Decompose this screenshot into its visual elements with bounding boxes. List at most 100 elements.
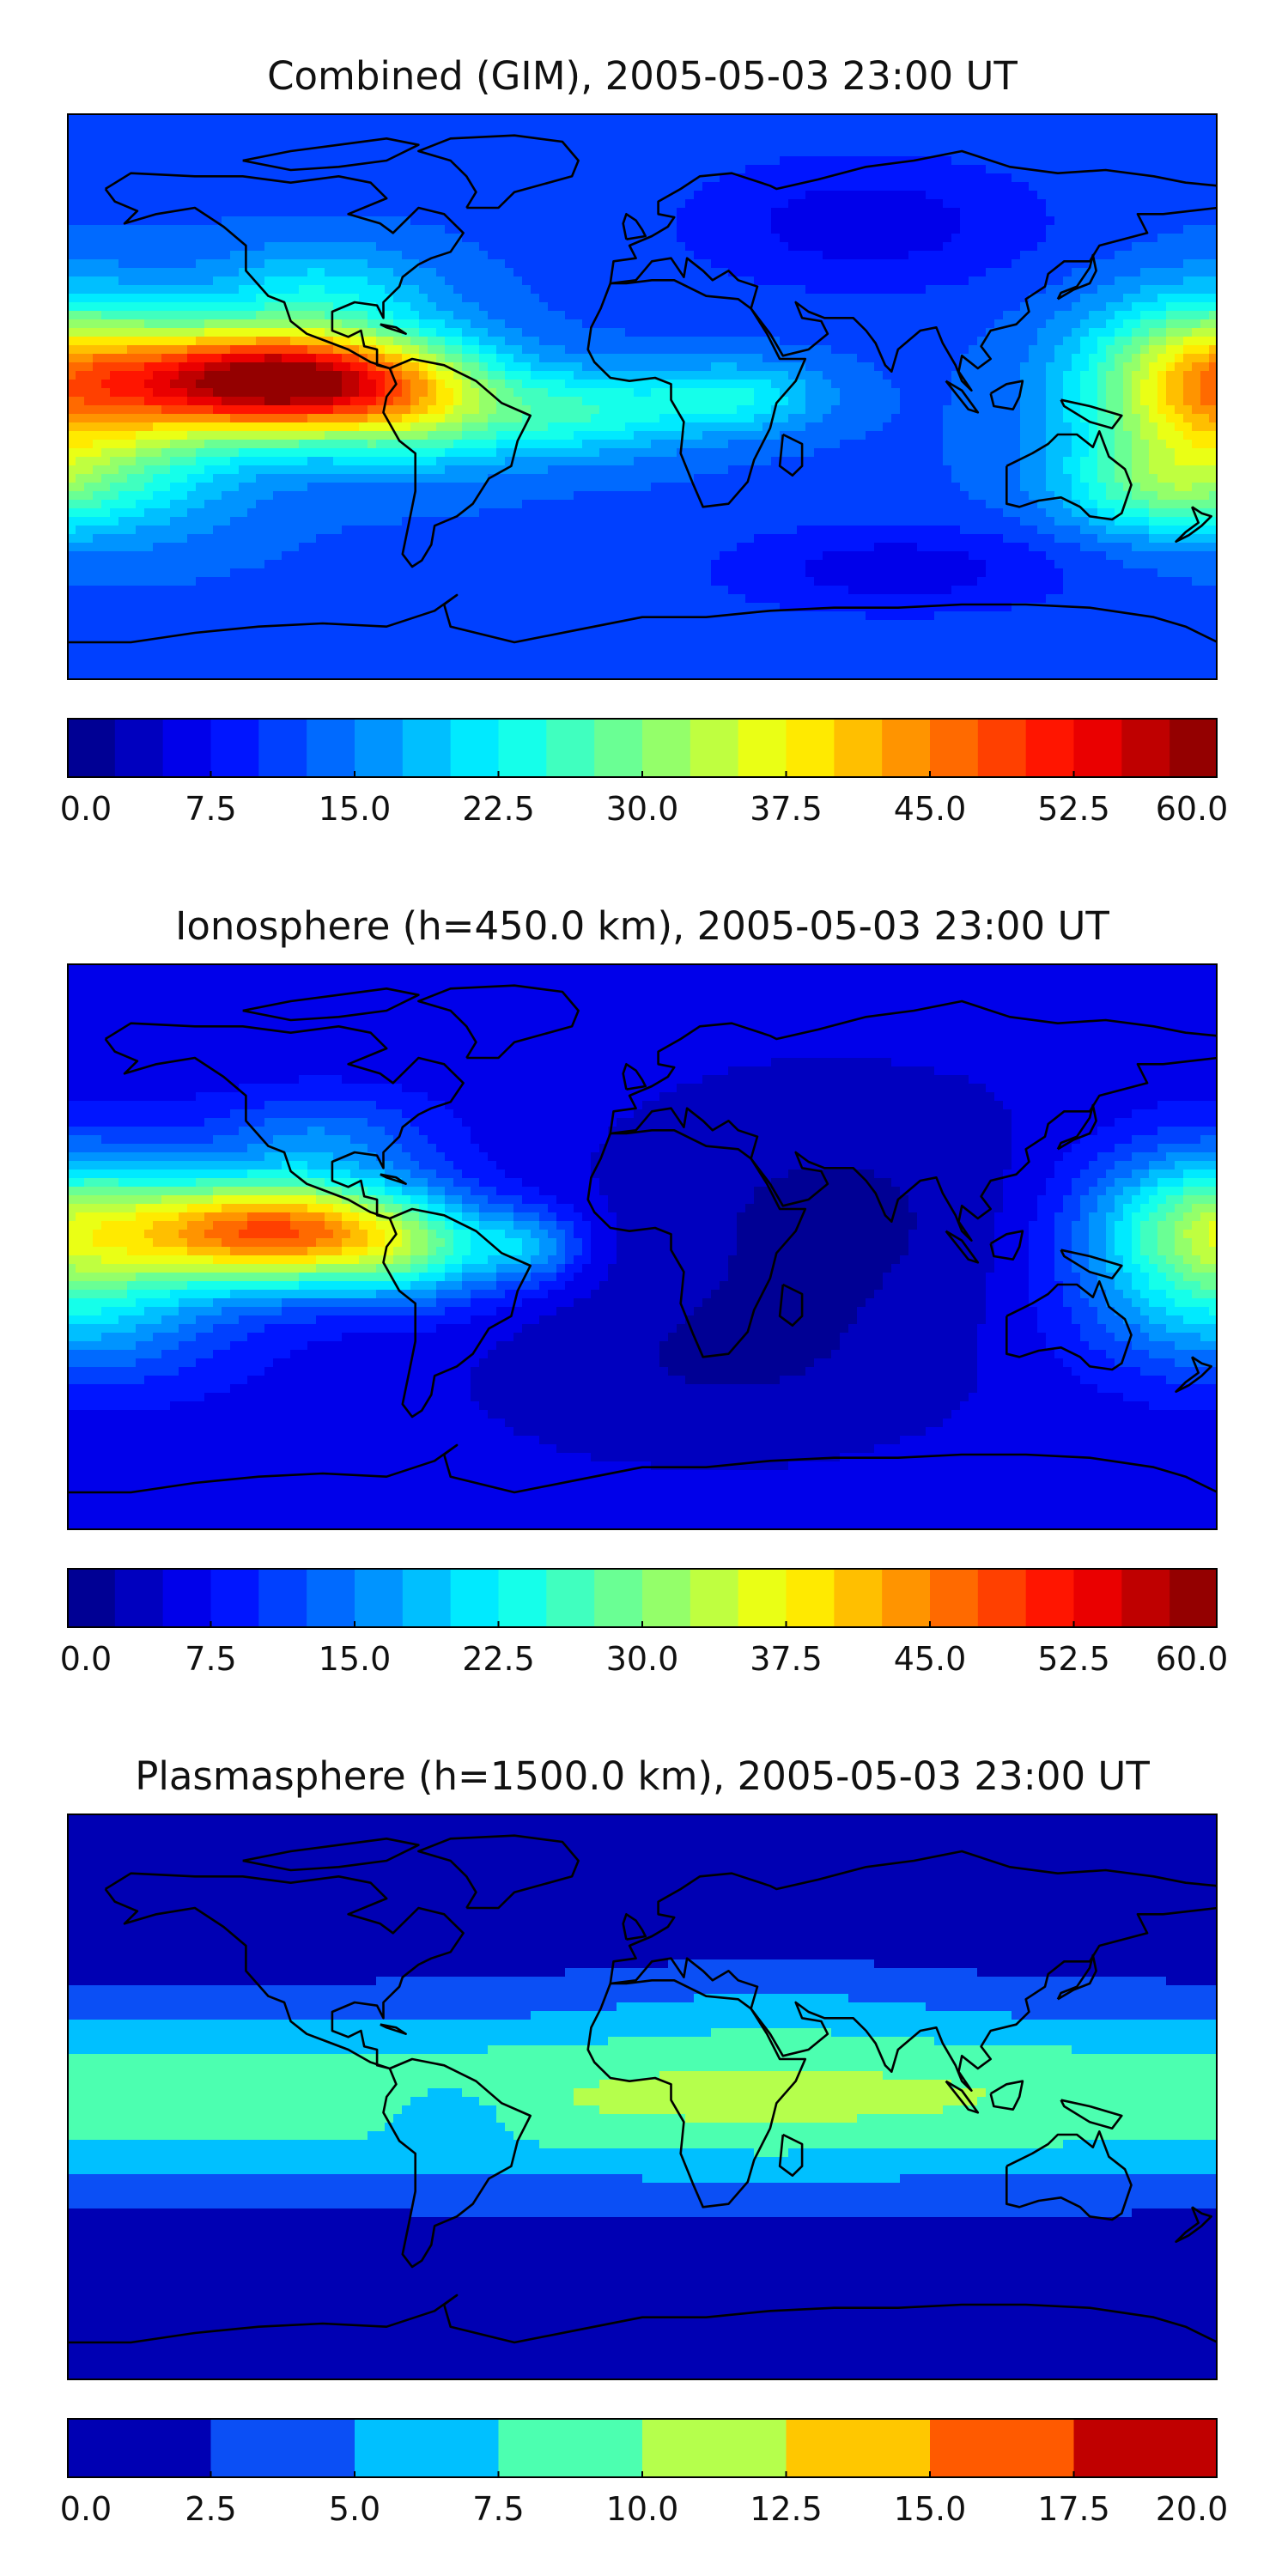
colorbar-segment-18 (930, 718, 979, 778)
coastline-1 (382, 2057, 532, 2269)
coastline-6 (417, 1834, 580, 1910)
coastline-4 (1005, 1279, 1133, 1371)
colorbar-segment-6 (930, 2418, 1075, 2478)
coastline-9 (945, 1230, 980, 1264)
colorbar-tick-label: 12.5 (750, 2490, 823, 2528)
colorbar-tick-label: 17.5 (1037, 2490, 1110, 2528)
colorbar-tick-label: 22.5 (462, 1640, 535, 1678)
coastline-15 (242, 1837, 420, 1872)
colorbar-segment-22 (1121, 1568, 1170, 1628)
colorbar-segment-17 (882, 718, 931, 778)
coastline-7 (622, 213, 647, 240)
coastline-8 (1056, 253, 1097, 301)
coastline-15 (242, 137, 420, 172)
coastline-8 (1056, 1103, 1097, 1151)
coastline-7 (622, 1913, 647, 1941)
colorbar-segment-20 (1025, 1568, 1075, 1628)
colorbar-segment-13 (690, 1568, 739, 1628)
coastline-3 (609, 999, 1218, 1242)
colorbar-segment-12 (642, 1568, 691, 1628)
colorbar-segment-2 (162, 1568, 212, 1628)
coastline-6 (417, 984, 580, 1060)
map-ionosphere (67, 963, 1218, 1530)
map-canvas-ionosphere (67, 963, 1218, 1530)
colorbar-segment-20 (1025, 718, 1075, 778)
colorbar-segment-0 (67, 1568, 116, 1628)
colorbar-segment-8 (450, 718, 500, 778)
colorbar-plasmasphere (67, 2418, 1218, 2478)
colorbar-tick-label: 37.5 (750, 1640, 823, 1678)
colorbar-segment-0 (67, 718, 116, 778)
colorbar-segment-7 (402, 718, 452, 778)
colorbar-segment-22 (1121, 718, 1170, 778)
colorbar-segment-15 (786, 718, 835, 778)
colorbar-segment-19 (977, 718, 1027, 778)
coastline-14 (1175, 506, 1212, 544)
coastline-10 (989, 1230, 1024, 1261)
colorbar-segment-1 (114, 1568, 164, 1628)
colorbar-tick-label: 45.0 (894, 790, 967, 828)
coastline-8 (1056, 1953, 1097, 2001)
coastline-9 (945, 380, 980, 414)
colorbar-segment-1 (210, 2418, 355, 2478)
colorbar-segment-21 (1073, 1568, 1123, 1628)
colorbar-tick-label: 22.5 (462, 790, 535, 828)
colorbar-segment-4 (642, 2418, 787, 2478)
coastline-1 (382, 1207, 532, 1419)
colorbar-tick-label: 30.0 (606, 790, 679, 828)
panel-title-combined: Combined (GIM), 2005-05-03 23:00 UT (67, 53, 1218, 99)
coastline-0 (104, 1022, 465, 1220)
colorbar-segment-16 (834, 718, 883, 778)
coastline-2 (586, 1129, 807, 1358)
map-canvas-combined (67, 113, 1218, 680)
colorbar-tick-label: 10.0 (606, 2490, 679, 2528)
coastline-7 (622, 1063, 647, 1091)
colorbar-tick-label: 20.0 (1156, 2490, 1229, 2528)
colorbar-segment-3 (210, 1568, 260, 1628)
colorbar-segment-23 (1170, 1568, 1218, 1628)
colorbar-segment-14 (738, 718, 787, 778)
coastline-15 (242, 987, 420, 1022)
coastline-14 (1175, 1356, 1212, 1394)
colorbar-segment-13 (690, 718, 739, 778)
colorbar-segment-8 (450, 1568, 500, 1628)
colorbar-ticks-plasmasphere: 0.0 2.5 5.0 7.5 10.0 12.5 15.0 17.5 20.0 (60, 2490, 1229, 2533)
colorbar-canvas-combined (67, 718, 1218, 778)
coastline-4 (1005, 429, 1133, 521)
coastline-10 (989, 2080, 1024, 2111)
colorbar-tick-label: 60.0 (1156, 790, 1229, 828)
colorbar-canvas-plasmasphere (67, 2418, 1218, 2478)
colorbar-segment-0 (67, 2418, 212, 2478)
coastline-13 (380, 2023, 407, 2036)
colorbar-tick-label: 7.5 (185, 790, 236, 828)
colorbar-tick-label: 52.5 (1037, 1640, 1110, 1678)
colorbar-segment-2 (162, 718, 212, 778)
map-frame (67, 963, 1218, 1530)
map-frame (67, 1814, 1218, 2380)
map-canvas-plasmasphere (67, 1814, 1218, 2380)
colorbar-tick-label: 2.5 (185, 2490, 236, 2528)
colorbar-segment-16 (834, 1568, 883, 1628)
colorbar-segment-9 (498, 718, 548, 778)
colorbar-tick-label: 0.0 (60, 790, 112, 828)
coastline-13 (380, 323, 407, 336)
coastline-11 (1060, 2099, 1123, 2130)
coastline-10 (989, 380, 1024, 411)
colorbar-segment-4 (258, 718, 307, 778)
colorbar-segment-19 (977, 1568, 1027, 1628)
coastline-11 (1060, 398, 1123, 430)
colorbar-tick-label: 60.0 (1156, 1640, 1229, 1678)
colorbar-combined (67, 718, 1218, 778)
coastline-5 (67, 1443, 1218, 1494)
colorbar-segment-3 (210, 718, 260, 778)
colorbar-tick-label: 5.0 (329, 2490, 380, 2528)
colorbar-segment-23 (1170, 718, 1218, 778)
colorbar-segment-7 (1073, 2418, 1218, 2478)
coastline-2 (586, 1979, 807, 2208)
coastline-2 (586, 279, 807, 508)
map-frame (67, 113, 1218, 680)
colorbar-segment-9 (498, 1568, 548, 1628)
coastline-1 (382, 357, 532, 568)
colorbar-ionosphere (67, 1568, 1218, 1628)
colorbar-tick-label: 45.0 (894, 1640, 967, 1678)
